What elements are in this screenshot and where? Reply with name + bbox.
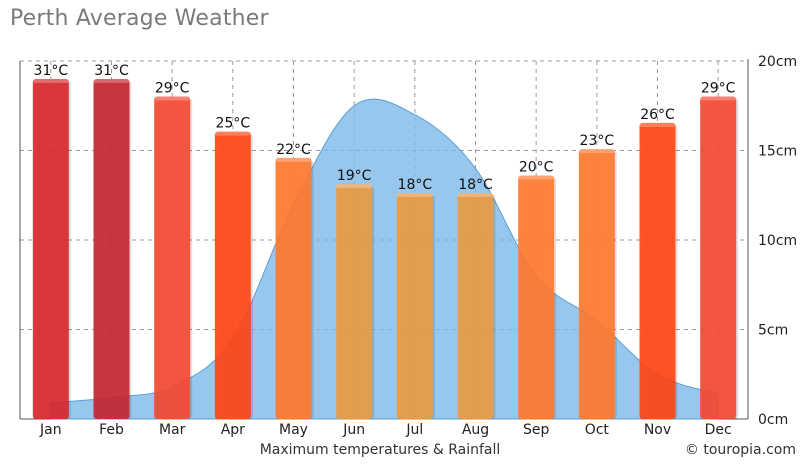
temperature-label: 29°C <box>155 81 190 97</box>
temperature-bar <box>396 193 433 419</box>
x-tick-label: Apr <box>221 422 245 438</box>
y2-tick-label: 10cm <box>758 233 797 249</box>
temperature-label: 23°C <box>580 133 615 149</box>
temperature-bar-highlight <box>93 79 130 83</box>
chart-title: Perth Average Weather <box>10 6 269 31</box>
temperature-label: 20°C <box>519 159 554 175</box>
temperature-bar-highlight <box>639 122 676 127</box>
x-tick-label: Oct <box>585 422 610 438</box>
temperature-bar-highlight <box>457 193 494 197</box>
x-tick-label: Jul <box>405 422 423 438</box>
temperature-bar-highlight <box>578 149 615 154</box>
x-tick-label: May <box>279 422 308 438</box>
temperature-bar-highlight <box>700 96 737 101</box>
x-tick-label: Jan <box>39 422 62 438</box>
temperature-label: 18°C <box>458 177 493 193</box>
temperature-label: 29°C <box>701 81 736 97</box>
temperature-label: 25°C <box>216 116 251 132</box>
temperature-bar-highlight <box>32 79 69 83</box>
temperature-bar <box>32 79 69 419</box>
x-tick-label: Feb <box>99 422 124 438</box>
temperature-label: 26°C <box>640 107 675 123</box>
y2-tick-label: 15cm <box>758 144 797 160</box>
temperature-label: 31°C <box>34 63 69 79</box>
temperature-bar <box>518 175 555 419</box>
y2-tick-label: 20cm <box>758 54 797 70</box>
temperature-bar <box>457 193 494 419</box>
x-tick-label: Aug <box>462 422 489 438</box>
y2-tick-label: 5cm <box>758 323 788 339</box>
temperature-bar-highlight <box>518 175 555 180</box>
temperature-bar <box>336 184 373 419</box>
temperature-bar-highlight <box>214 131 251 136</box>
temperature-bar <box>700 96 737 420</box>
temperature-bar <box>93 79 130 419</box>
temperature-bar <box>154 96 191 420</box>
temperature-bar <box>275 157 312 419</box>
rainfall-area <box>50 98 719 420</box>
x-tick-label: Mar <box>159 422 186 438</box>
x-tick-label: Jun <box>342 422 365 438</box>
x-tick-label: Dec <box>705 422 732 438</box>
temperature-bar <box>639 122 676 419</box>
x-tick-label: Sep <box>523 422 550 438</box>
temperature-bar <box>214 131 251 419</box>
temperature-label: 18°C <box>398 177 433 193</box>
temperature-bar-highlight <box>275 157 312 162</box>
temperature-label: 22°C <box>276 142 311 158</box>
temperature-label: 19°C <box>337 168 372 184</box>
y2-tick-label: 0cm <box>758 412 788 428</box>
x-tick-label: Nov <box>644 422 671 438</box>
temperature-bar <box>578 149 615 419</box>
temperature-bar-highlight <box>154 96 191 101</box>
temperature-label: 31°C <box>94 63 129 79</box>
credit-text: © touropia.com <box>684 442 796 458</box>
chart-caption: Maximum temperatures & Rainfall <box>259 442 501 458</box>
temperature-bar-highlight <box>396 193 433 197</box>
temperature-bar-highlight <box>336 184 373 189</box>
